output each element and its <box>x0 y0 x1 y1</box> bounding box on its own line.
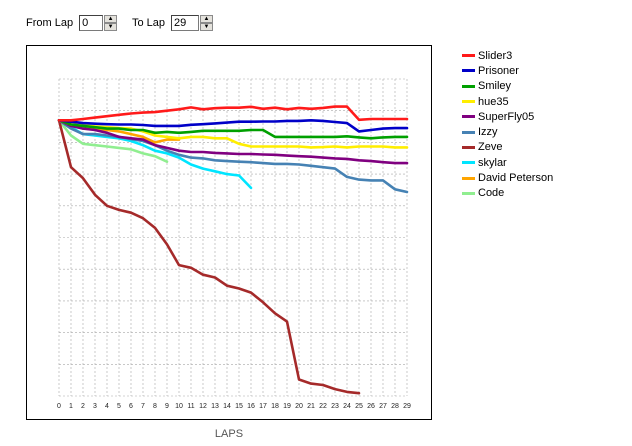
x-tick-label: 16 <box>247 403 255 410</box>
x-tick-label: 18 <box>271 403 279 410</box>
legend-item: Prisoner <box>462 63 553 78</box>
series-line <box>57 119 409 140</box>
x-tick-label: 14 <box>223 403 231 410</box>
to-lap-up-button[interactable]: ▲ <box>200 15 214 23</box>
x-tick-label: 15 <box>235 403 243 410</box>
to-lap-input[interactable] <box>171 15 200 31</box>
x-tick-label: 3 <box>93 403 97 410</box>
x-tick-label: 17 <box>259 403 267 410</box>
legend-item: Smiley <box>462 79 553 94</box>
x-tick-label: 19 <box>283 403 291 410</box>
from-lap-label: From Lap <box>26 17 74 29</box>
from-lap-up-button[interactable]: ▲ <box>104 15 118 23</box>
chart-lines <box>57 105 409 395</box>
x-tick-label: 29 <box>403 403 411 410</box>
legend-item: Slider3 <box>462 48 553 63</box>
x-tick-label: 9 <box>165 403 169 410</box>
series-line <box>57 119 361 395</box>
x-tick-label: 23 <box>331 403 339 410</box>
chart-frame: 0 1 2 3 4 5 6 7 8 9 10 11 12 13 14 15 16 17 18 19 20 21 22 23 24… <box>26 45 432 420</box>
legend-label: Zeve <box>478 141 503 154</box>
x-tick-label: 5 <box>117 403 121 410</box>
legend-swatch <box>462 69 475 73</box>
legend-label: skylar <box>478 156 507 169</box>
x-tick-label: 11 <box>187 403 194 410</box>
legend-swatch <box>462 84 475 88</box>
x-tick-label: 7 <box>141 403 145 410</box>
legend-swatch <box>462 191 475 195</box>
x-tick-label: 25 <box>355 403 363 410</box>
legend-label: Slider3 <box>478 49 513 62</box>
from-lap-spinner: ▲ ▼ <box>79 15 118 31</box>
arrow-down-icon: ▼ <box>107 24 114 30</box>
legend-label: SuperFly05 <box>478 110 535 123</box>
x-tick-label: 20 <box>295 403 303 410</box>
legend-label: Code <box>478 187 505 200</box>
series-line <box>57 105 409 122</box>
arrow-up-icon: ▲ <box>203 16 210 22</box>
series-line <box>57 119 409 165</box>
legend-item: Zeve <box>462 140 553 155</box>
legend-swatch <box>462 176 475 180</box>
series-line <box>57 119 409 133</box>
x-tick-label: 22 <box>319 403 327 410</box>
legend-label: Izzy <box>478 126 498 139</box>
x-axis-label: LAPS <box>214 428 244 440</box>
legend-swatch <box>462 161 475 165</box>
legend-swatch <box>462 145 475 149</box>
to-lap-down-button[interactable]: ▼ <box>200 23 214 31</box>
legend-swatch <box>462 115 475 119</box>
legend-item: hue35 <box>462 94 553 109</box>
arrow-down-icon: ▼ <box>203 24 210 30</box>
arrow-up-icon: ▲ <box>107 16 114 22</box>
legend-label: Prisoner <box>478 64 519 77</box>
x-tick-label: 27 <box>379 403 387 410</box>
x-tick-label: 6 <box>129 403 133 410</box>
x-tick-label: 2 <box>81 403 85 410</box>
series-line <box>57 119 169 163</box>
legend-item: Izzy <box>462 124 553 139</box>
chart-legend: Slider3 Prisoner Smiley hue35 SuperFly05 Izzy… <box>462 48 553 201</box>
legend-item: David Peterson <box>462 170 553 185</box>
x-tick-label: 8 <box>153 403 157 410</box>
legend-swatch <box>462 100 475 104</box>
from-lap-control: From Lap ▲ ▼ <box>26 12 118 34</box>
lap-position-chart: 0 1 2 3 4 5 6 7 8 9 10 11 12 13 14 15 16 17 18 19 20 21 22 23 24… <box>57 78 411 410</box>
legend-item: Code <box>462 186 553 201</box>
x-tick-label: 0 <box>57 403 61 410</box>
legend-label: hue35 <box>478 95 509 108</box>
x-tick-label: 28 <box>391 403 399 410</box>
x-tick-labels: 0 1 2 3 4 5 6 7 8 9 10 11 12 13 14 15 16 17 18 19 20 21 22 23 24… <box>57 403 411 410</box>
legend-label: David Peterson <box>478 172 554 185</box>
legend-item: skylar <box>462 155 553 170</box>
to-lap-spinner: ▲ ▼ <box>171 15 214 31</box>
from-lap-input[interactable] <box>79 15 104 31</box>
x-tick-label: 4 <box>105 403 109 410</box>
to-lap-control: To Lap ▲ ▼ <box>132 12 214 34</box>
legend-label: Smiley <box>478 80 512 93</box>
x-tick-label: 21 <box>307 403 315 410</box>
x-tick-label: 1 <box>69 403 73 410</box>
x-tick-label: 13 <box>211 403 219 410</box>
from-lap-down-button[interactable]: ▼ <box>104 23 118 31</box>
legend-item: SuperFly05 <box>462 109 553 124</box>
x-tick-label: 10 <box>175 403 183 410</box>
x-tick-label: 24 <box>343 403 351 410</box>
x-tick-label: 26 <box>367 403 375 410</box>
to-lap-label: To Lap <box>132 17 166 29</box>
x-tick-label: 12 <box>199 403 207 410</box>
legend-swatch <box>462 130 475 134</box>
legend-swatch <box>462 54 475 58</box>
